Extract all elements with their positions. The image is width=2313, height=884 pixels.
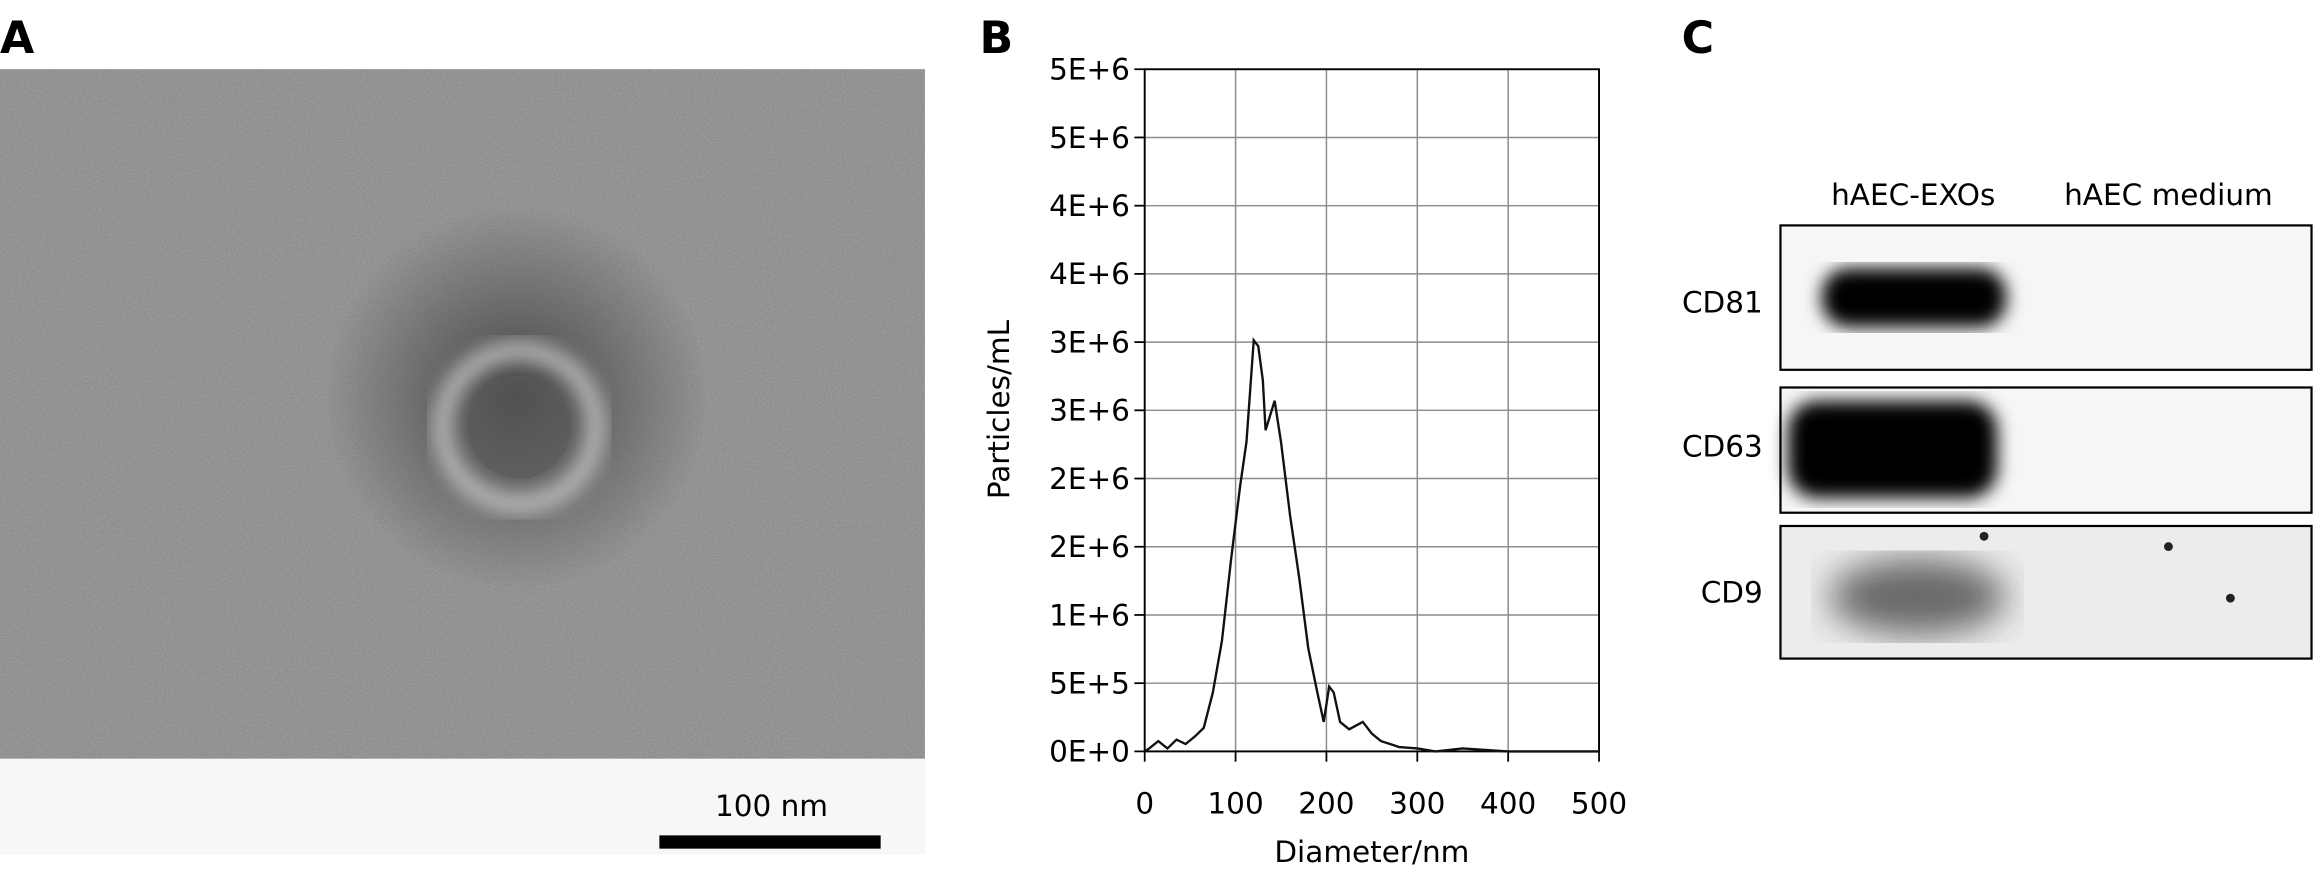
panel-label: A [0,13,34,64]
data-line [1144,337,1600,753]
y-tick-label: 5E+5 [1049,667,1130,701]
marker-label: CD63 [1682,430,1763,464]
tem-image [0,69,925,759]
y-tick-label: 4E+6 [1049,189,1130,223]
blot-strip [1779,386,2313,514]
y-tick-label: 3E+6 [1049,394,1130,428]
x-tick-label: 300 [1389,786,1445,820]
marker-label: CD9 [1701,576,1763,610]
blot-strip [1779,524,2313,660]
marker-label: CD81 [1682,285,1763,319]
y-tick-label: 0E+0 [1049,735,1130,769]
scale-bar-label: 100 nm [715,789,828,823]
panel-label: B [979,13,1013,64]
y-tick-label: 3E+6 [1049,325,1130,359]
y-axis-title: Particles/mL [982,319,1016,499]
x-tick-label: 400 [1480,786,1536,820]
lane-label: hAEC-EXOs [1831,178,1995,212]
y-tick-label: 5E+6 [1049,53,1130,87]
y-tick-label: 4E+6 [1049,257,1130,291]
x-tick-label: 0 [1135,786,1154,820]
x-tick-label: 100 [1207,786,1263,820]
x-axis-title: Diameter/nm [1274,835,1469,869]
lane-label: hAEC medium [2064,178,2273,212]
scale-bar [659,835,881,849]
blot-strip [1779,224,2313,371]
y-tick-label: 1E+6 [1049,598,1130,632]
y-tick-label: 5E+6 [1049,121,1130,155]
plot-frame [1143,68,1600,753]
x-tick-label: 500 [1571,786,1627,820]
chart: 0E+0 5E+5 1E+6 2E+6 2E+6 3E+6 3E+6 4E+6 4E+6 5E+6… [1049,53,1627,821]
x-tick-label: 200 [1298,786,1354,820]
y-tick-label: 2E+6 [1049,462,1130,496]
y-tick-label: 2E+6 [1049,530,1130,564]
panel-label: C [1682,13,1714,64]
